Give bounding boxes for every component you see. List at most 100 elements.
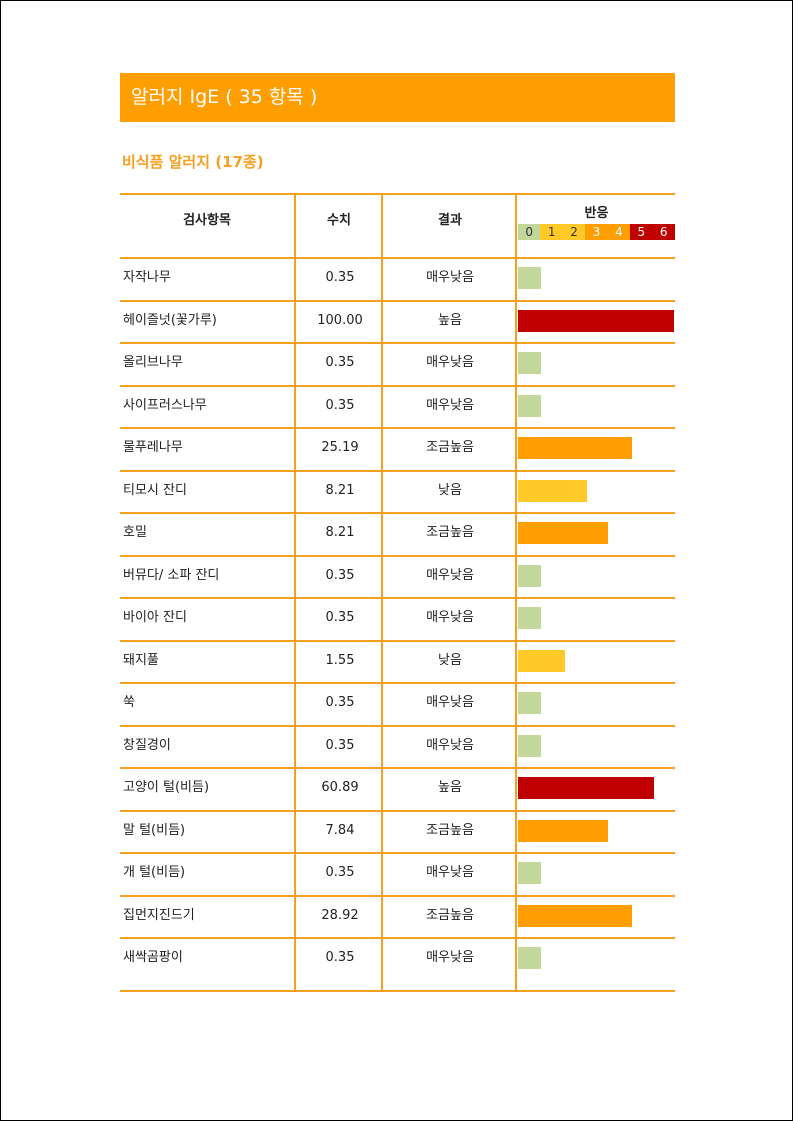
table-row: 고양이 털(비듬) 60.89 높음	[120, 767, 675, 809]
item-value: 0.35	[325, 950, 355, 965]
item-result: 조금높음	[426, 525, 474, 540]
header-reaction: 반응	[584, 206, 609, 221]
table-row: 자작나무 0.35 매우낮음	[120, 257, 675, 299]
row-divider	[120, 597, 675, 599]
table-row: 올리브나무 0.35 매우낮음	[120, 342, 675, 384]
row-divider	[120, 384, 675, 387]
table-row: 말 털(비듬) 7.84 조금높음	[120, 810, 675, 852]
item-value: 8.21	[325, 525, 355, 540]
item-name: 개 털(비듬)	[123, 865, 186, 880]
reaction-bar	[518, 904, 632, 927]
column-divider	[381, 193, 383, 991]
reaction-bar	[518, 479, 587, 502]
header-divider	[120, 257, 675, 259]
row-divider	[120, 427, 675, 429]
item-value: 8.21	[325, 482, 355, 498]
scale-level-0: 0	[518, 224, 541, 240]
item-value: 0.35	[325, 865, 355, 880]
table-bottom-border	[120, 989, 675, 992]
row-divider	[120, 894, 675, 897]
item-name: 버뮤다/ 소파 잔디	[123, 567, 220, 583]
item-value: 0.35	[325, 610, 355, 625]
table-row: 헤이즐넛(꽃가루) 100.00 높음	[120, 300, 675, 342]
title-banner: 알러지 IgE ( 35 항목 )	[120, 73, 675, 122]
reaction-bar	[518, 777, 654, 799]
item-result: 매우낮음	[426, 610, 474, 625]
item-name: 쑥	[123, 695, 135, 710]
row-divider	[120, 682, 675, 684]
page-title: 알러지 IgE ( 35 항목 )	[131, 86, 318, 108]
header-item: 검사항목	[183, 213, 231, 228]
item-result: 매우낮음	[426, 567, 474, 583]
item-name: 자작나무	[123, 270, 171, 285]
item-result: 매우낮음	[426, 270, 474, 285]
reaction-bar	[518, 309, 674, 332]
item-value: 28.92	[321, 907, 359, 923]
scale-level-2: 2	[562, 224, 586, 240]
item-result: 매우낮음	[426, 737, 474, 753]
scale-level-3: 3	[585, 224, 608, 240]
item-name: 새싹곰팡이	[123, 950, 183, 965]
reaction-bar	[518, 352, 541, 374]
section-title: 비식품 알러지 (17종)	[122, 153, 264, 171]
item-name: 바이아 잔디	[123, 610, 187, 625]
reaction-bar	[518, 734, 541, 757]
item-result: 매우낮음	[426, 397, 474, 413]
table-row: 창질경이 0.35 매우낮음	[120, 725, 675, 767]
item-value: 100.00	[317, 312, 363, 328]
item-value: 0.35	[325, 737, 355, 753]
table-top-border	[120, 193, 675, 195]
item-name: 티모시 잔디	[123, 482, 187, 498]
reaction-bar	[518, 522, 608, 544]
item-result: 높음	[438, 780, 462, 795]
reaction-bar	[518, 947, 541, 969]
item-value: 0.35	[325, 397, 355, 413]
row-divider	[120, 554, 675, 557]
row-divider	[120, 767, 675, 769]
row-divider	[120, 937, 675, 939]
column-divider	[294, 193, 296, 991]
item-result: 매우낮음	[426, 950, 474, 965]
item-name: 집먼지진드기	[123, 907, 195, 923]
item-name: 창질경이	[123, 737, 171, 753]
item-result: 낮음	[438, 652, 462, 668]
header-result: 결과	[438, 213, 462, 228]
item-value: 0.35	[325, 695, 355, 710]
row-divider	[120, 342, 675, 344]
item-name: 고양이 털(비듬)	[123, 780, 210, 795]
item-result: 매우낮음	[426, 865, 474, 880]
reaction-bar	[518, 437, 632, 459]
item-value: 25.19	[321, 440, 359, 455]
header-value: 수치	[327, 213, 351, 228]
reaction-bar	[518, 267, 541, 289]
reaction-bar	[518, 862, 541, 884]
item-result: 매우낮음	[426, 355, 474, 370]
item-name: 헤이즐넛(꽃가루)	[123, 312, 217, 328]
item-name: 호밀	[123, 525, 147, 540]
scale-level-4: 4	[607, 224, 631, 240]
row-divider	[120, 512, 675, 514]
item-value: 7.84	[325, 822, 355, 838]
row-divider	[120, 469, 675, 472]
table-row: 버뮤다/ 소파 잔디 0.35 매우낮음	[120, 555, 675, 597]
reaction-bar	[518, 394, 541, 417]
item-name: 돼지풀	[123, 652, 159, 668]
item-value: 60.89	[321, 780, 359, 795]
table-row: 물푸레나무 25.19 조금높음	[120, 427, 675, 469]
item-name: 올리브나무	[123, 355, 183, 370]
table-row: 새싹곰팡이 0.35 매우낮음	[120, 937, 675, 979]
row-divider	[120, 639, 675, 642]
item-name: 물푸레나무	[123, 440, 183, 455]
item-result: 조금높음	[426, 440, 474, 455]
table-row: 집먼지진드기 28.92 조금높음	[120, 895, 675, 937]
item-result: 낮음	[438, 482, 462, 498]
table-row: 돼지풀 1.55 낮음	[120, 640, 675, 682]
row-divider	[120, 852, 675, 854]
row-divider	[120, 299, 675, 302]
item-value: 1.55	[325, 652, 355, 668]
row-divider	[120, 724, 675, 727]
item-name: 말 털(비듬)	[123, 822, 186, 838]
scale-level-1: 1	[540, 224, 563, 240]
